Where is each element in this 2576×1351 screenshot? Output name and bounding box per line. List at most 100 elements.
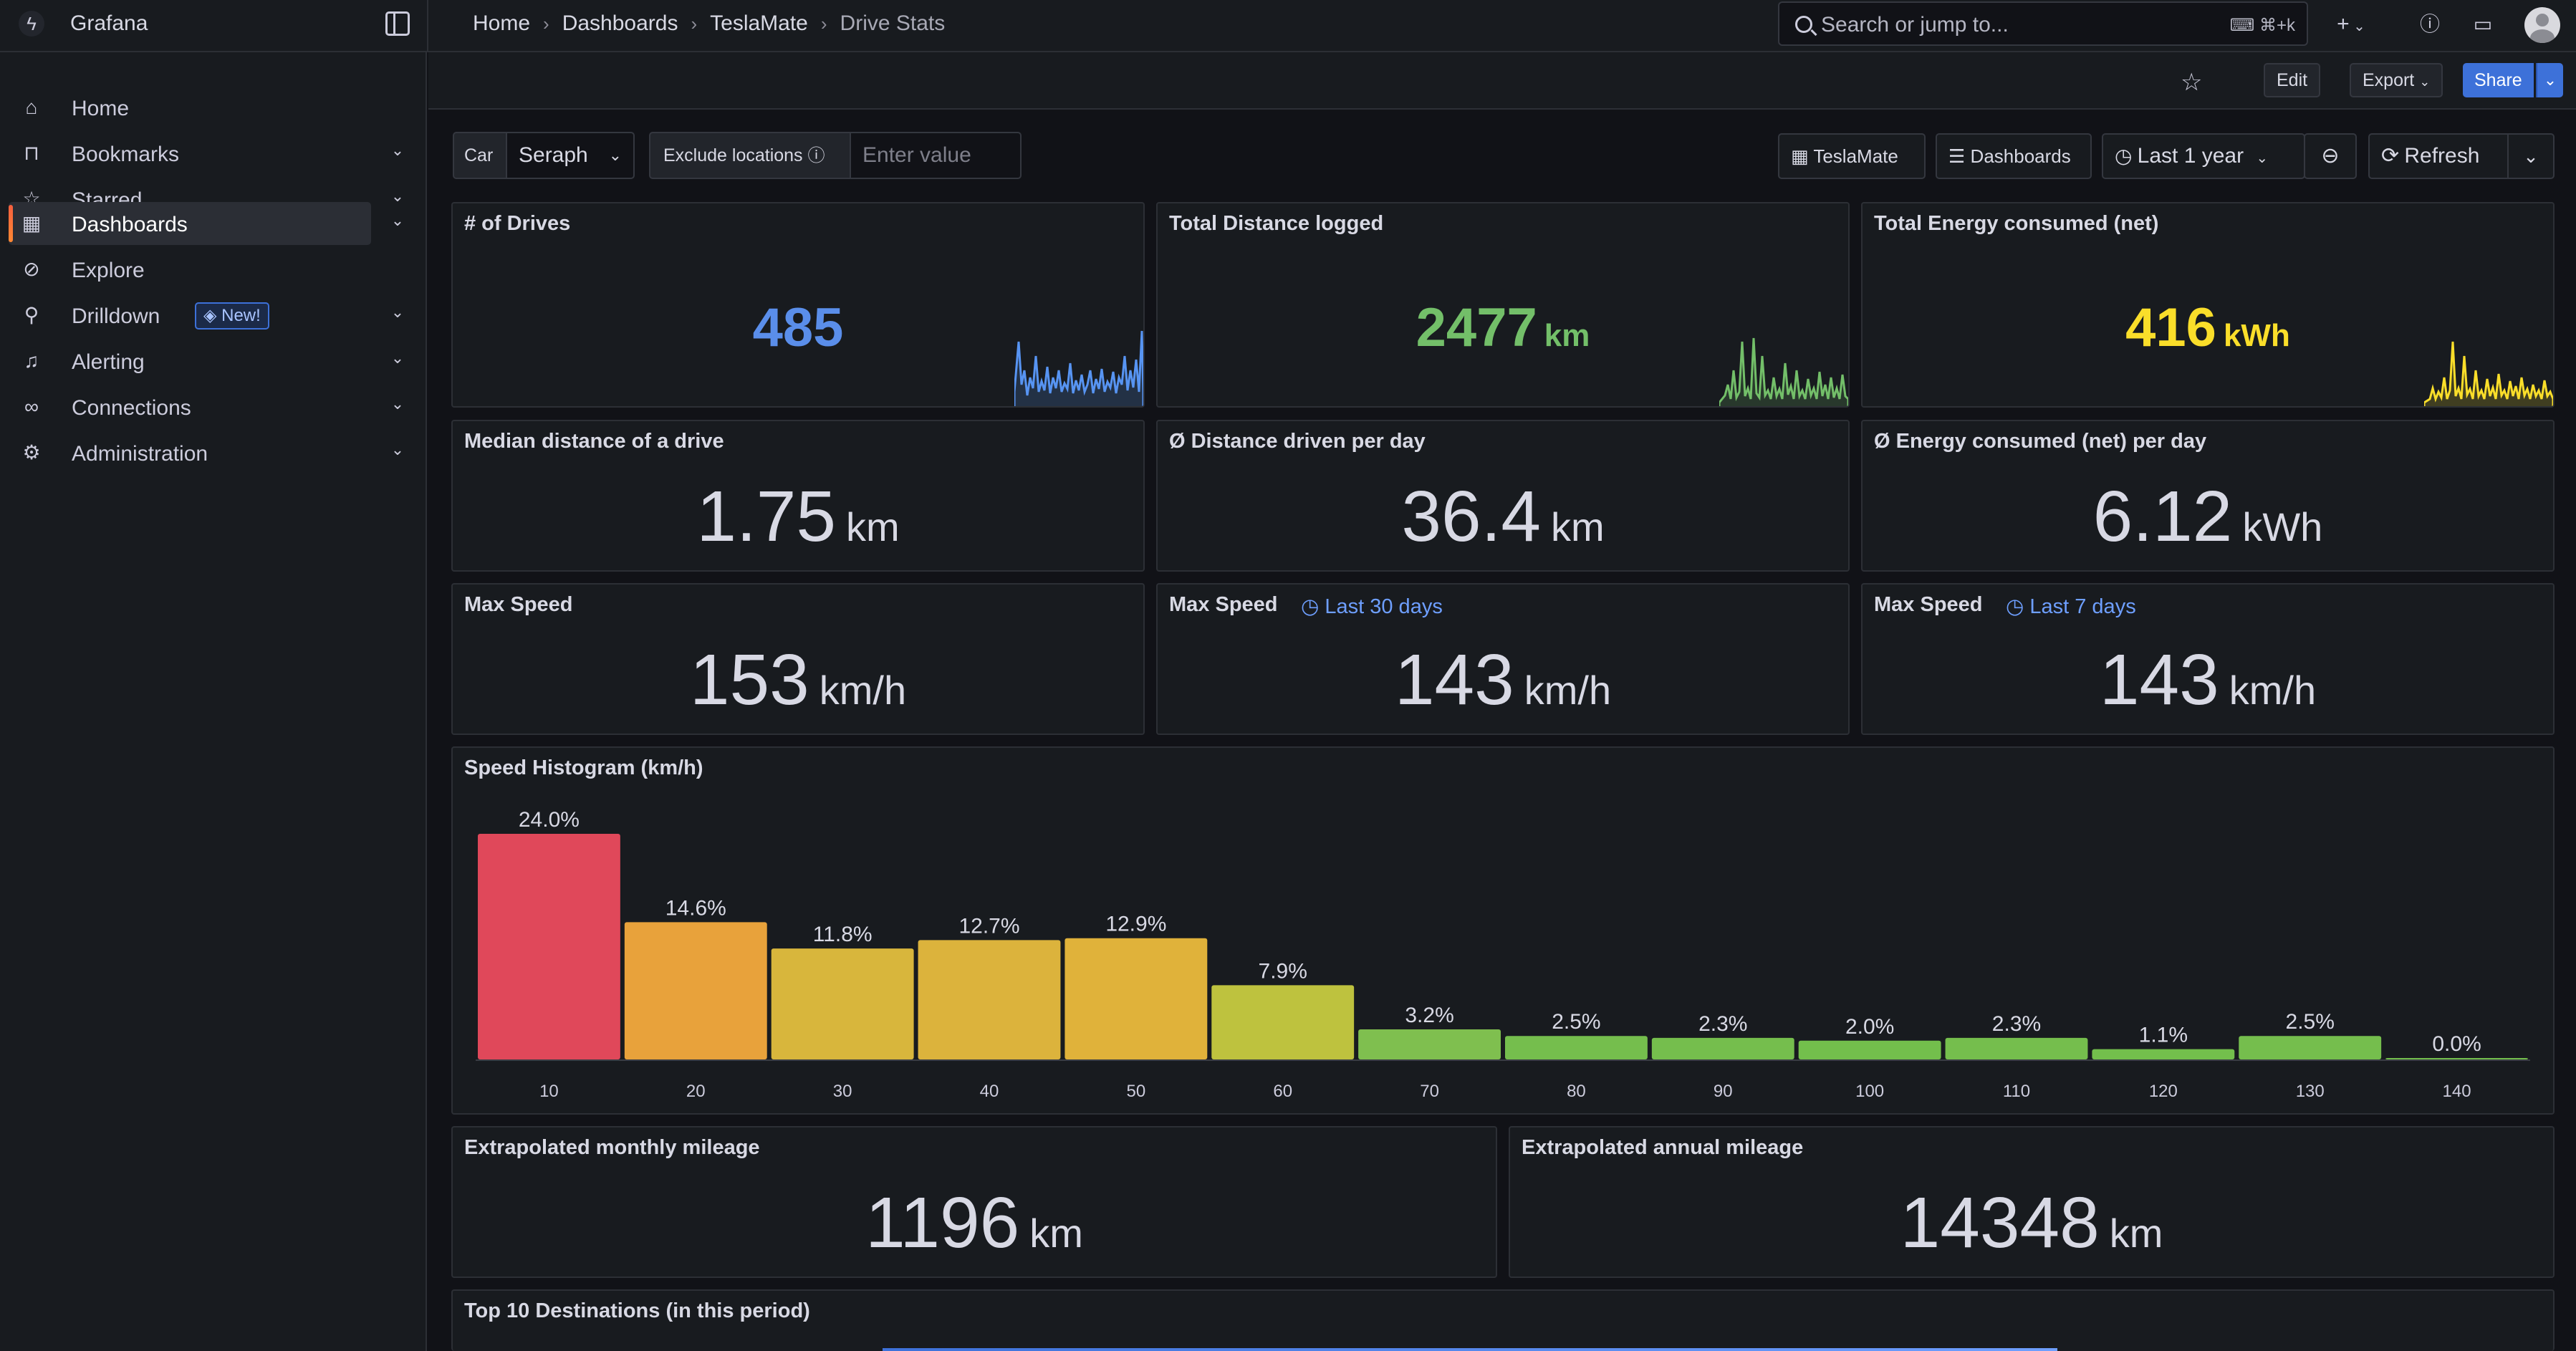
avatar[interactable] bbox=[2524, 7, 2560, 43]
stat-unit: km/h bbox=[2229, 668, 2317, 713]
export-button[interactable]: Export ⌄ bbox=[2350, 63, 2443, 97]
teslamate-link-button[interactable]: ▦ TeslaMate bbox=[1778, 133, 1926, 179]
search-input[interactable]: Search or jump to... ⌨ ⌘+k bbox=[1778, 1, 2308, 46]
add-new-icon[interactable]: + ⌄ bbox=[2337, 12, 2365, 36]
drives-sparkline bbox=[1014, 330, 1143, 406]
histogram-bar[interactable] bbox=[1064, 938, 1208, 1059]
stat-value: 143 km/h bbox=[1863, 639, 2553, 721]
bar-value-label: 24.0% bbox=[519, 808, 580, 832]
chevron-down-icon[interactable]: ⌄ bbox=[390, 141, 405, 159]
time-override: ◷ Last 30 days bbox=[1301, 594, 1443, 619]
panel-title: Speed Histogram (km/h) bbox=[464, 756, 703, 779]
sidebar-item-connections[interactable]: ∞ Connections bbox=[9, 385, 371, 428]
histogram-bar[interactable] bbox=[1505, 1036, 1648, 1059]
breadcrumb-current: Drive Stats bbox=[840, 11, 946, 35]
breadcrumb-teslamate[interactable]: TeslaMate bbox=[710, 11, 808, 35]
bar-value-label: 3.2% bbox=[1405, 1004, 1453, 1027]
stat-number: 14348 bbox=[1900, 1183, 2100, 1263]
chevron-down-icon[interactable]: ⌄ bbox=[390, 349, 405, 367]
histogram-bar[interactable] bbox=[2385, 1058, 2528, 1059]
stat-value: 1.75 km bbox=[453, 476, 1143, 558]
time-override-label: Last 7 days bbox=[2029, 595, 2136, 618]
histogram-bar[interactable] bbox=[918, 940, 1061, 1059]
time-range-picker[interactable]: ◷ Last 1 year ⌄ bbox=[2102, 133, 2305, 179]
sidebar-item-label: Drilldown bbox=[72, 304, 160, 328]
star-icon[interactable]: ☆ bbox=[2181, 69, 2203, 96]
chevron-down-icon[interactable]: ⌄ bbox=[390, 187, 405, 205]
x-axis-tick-label: 140 bbox=[2443, 1082, 2471, 1101]
bar-value-label: 2.3% bbox=[1992, 1012, 2041, 1036]
chevron-down-icon[interactable]: ⌄ bbox=[390, 303, 405, 321]
speed-histogram-chart: 24.0% 10 14.6% 20 11.8% 30 12.7% 40 12.9% 50 7.9% 6… bbox=[476, 808, 2530, 1101]
news-icon[interactable]: ▭ bbox=[2473, 13, 2493, 35]
dashboards-link-button[interactable]: ☰ Dashboards bbox=[1936, 133, 2092, 179]
top-bar: ϟ Grafana Home › Dashboards › TeslaMate … bbox=[0, 0, 2576, 52]
chevron-down-icon[interactable]: ⌄ bbox=[390, 395, 405, 413]
x-axis-tick-label: 20 bbox=[686, 1082, 706, 1101]
exclude-locations-text: Exclude locations bbox=[663, 145, 803, 165]
teslamate-link-label: TeslaMate bbox=[1813, 145, 1898, 167]
histogram-bar[interactable] bbox=[771, 948, 914, 1059]
zoom-out-icon[interactable]: ⊖ bbox=[2304, 133, 2357, 179]
x-axis-tick-label: 130 bbox=[2296, 1082, 2325, 1101]
car-variable-select[interactable]: Seraph ⌄ bbox=[506, 132, 635, 179]
histogram-bar[interactable] bbox=[478, 834, 620, 1059]
help-icon[interactable]: ⓘ bbox=[2419, 13, 2440, 35]
sidebar-item-bookmarks[interactable]: ⊓ Bookmarks bbox=[9, 132, 371, 175]
breadcrumb: Home › Dashboards › TeslaMate › Drive St… bbox=[473, 11, 945, 36]
stat-value: 6.12 kWh bbox=[1863, 476, 2553, 558]
histogram-bar[interactable] bbox=[1798, 1040, 1941, 1059]
dashboard-toolbar bbox=[428, 52, 2576, 110]
sidebar-item-label: Administration bbox=[72, 442, 208, 466]
stat-number: 2477 bbox=[1416, 297, 1537, 358]
histogram-bar[interactable] bbox=[1651, 1037, 1794, 1059]
time-override-label: Last 30 days bbox=[1325, 595, 1443, 618]
stat-number: 6.12 bbox=[2092, 476, 2233, 557]
x-axis-tick-label: 40 bbox=[980, 1082, 999, 1101]
panel-title: Max Speed bbox=[1169, 593, 1278, 616]
breadcrumb-dashboards[interactable]: Dashboards bbox=[562, 11, 678, 35]
chevron-down-icon[interactable]: ⌄ bbox=[390, 211, 405, 229]
apps-icon: ▦ bbox=[21, 212, 42, 234]
sidebar-item-alerting[interactable]: ♫ Alerting bbox=[9, 340, 371, 383]
panel-title: Top 10 Destinations (in this period) bbox=[464, 1299, 810, 1322]
grafana-logo-icon[interactable]: ϟ bbox=[19, 11, 44, 37]
histogram-bar[interactable] bbox=[1358, 1029, 1501, 1059]
sidebar-item-home[interactable]: ⌂ Home bbox=[9, 86, 371, 129]
sidebar-item-label: Dashboards bbox=[72, 213, 188, 236]
share-button[interactable]: Share bbox=[2463, 63, 2534, 97]
sidebar-item-administration[interactable]: ⚙ Administration bbox=[9, 431, 371, 474]
chevron-right-icon: › bbox=[691, 12, 698, 34]
sidebar-item-explore[interactable]: ⊘ Explore bbox=[9, 248, 371, 291]
sidebar-item-drilldown[interactable]: ⚲ Drilldown ◈ New! bbox=[9, 294, 371, 337]
energy-panel: Total Energy consumed (net) 416 kWh bbox=[1861, 202, 2555, 408]
share-menu-chevron-icon[interactable]: ⌄ bbox=[2536, 63, 2563, 97]
histogram-bar[interactable] bbox=[624, 922, 767, 1059]
cog-icon: ⚙ bbox=[22, 441, 41, 463]
histogram-bar[interactable] bbox=[2239, 1036, 2382, 1059]
histogram-bar[interactable] bbox=[1945, 1037, 2088, 1059]
chevron-right-icon: › bbox=[543, 12, 549, 34]
edit-button[interactable]: Edit bbox=[2264, 63, 2321, 97]
stat-number: 485 bbox=[752, 297, 844, 358]
sidebar-item-dashboards[interactable]: ▦ Dashboards bbox=[9, 202, 371, 245]
destinations-bar bbox=[883, 1348, 2057, 1351]
panel-title: Total Energy consumed (net) bbox=[1874, 212, 2159, 235]
bar-value-label: 2.5% bbox=[1552, 1010, 1600, 1034]
annual-mileage-panel: Extrapolated annual mileage 14348 km bbox=[1509, 1126, 2555, 1278]
refresh-button[interactable]: ⟳ Refresh bbox=[2368, 133, 2509, 179]
breadcrumb-home[interactable]: Home bbox=[473, 11, 531, 35]
search-icon bbox=[1795, 16, 1812, 33]
exclude-locations-label: Exclude locations ⓘ bbox=[649, 132, 851, 179]
chevron-down-icon[interactable]: ⌄ bbox=[390, 441, 405, 458]
stat-unit: km bbox=[2109, 1211, 2163, 1256]
dock-menu-icon[interactable] bbox=[385, 11, 410, 36]
histogram-bar[interactable] bbox=[2092, 1049, 2235, 1059]
stat-value: 14348 km bbox=[1510, 1182, 2553, 1264]
exclude-locations-input[interactable]: Enter value bbox=[850, 132, 1022, 179]
chevron-down-icon: ⌄ bbox=[608, 146, 622, 164]
info-icon[interactable]: ⓘ bbox=[807, 146, 825, 165]
x-axis-tick-label: 30 bbox=[833, 1082, 852, 1101]
refresh-interval-chevron-icon[interactable]: ⌄ bbox=[2507, 133, 2555, 179]
histogram-bar[interactable] bbox=[1211, 985, 1355, 1059]
